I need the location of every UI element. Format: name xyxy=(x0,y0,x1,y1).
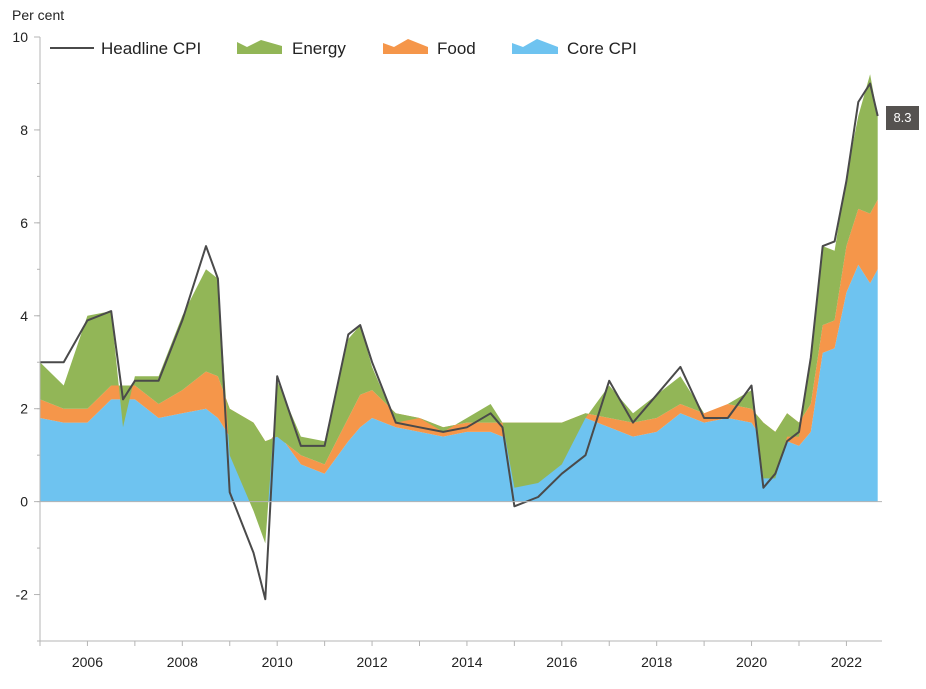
y-tick-label: 0 xyxy=(20,494,28,510)
x-tick-label: 2010 xyxy=(262,654,293,670)
y-tick-label: -2 xyxy=(16,587,29,603)
y-tick-label: 10 xyxy=(12,29,28,45)
axes: -2 0 2 4 6 8 10 2006 2008 2010 2012 2014 2016 2018 202… xyxy=(12,29,882,670)
y-tick-label: 6 xyxy=(20,215,28,231)
legend-label-food: Food xyxy=(437,39,476,58)
x-tick-label: 2008 xyxy=(167,654,198,670)
x-tick-label: 2020 xyxy=(736,654,767,670)
y-tick-label: 8 xyxy=(20,122,28,138)
legend-label-energy: Energy xyxy=(292,39,346,58)
x-tick-label: 2006 xyxy=(72,654,103,670)
x-tick-label: 2016 xyxy=(546,654,577,670)
x-tick-label: 2018 xyxy=(641,654,672,670)
y-tick-label: 4 xyxy=(20,308,28,324)
callout-box xyxy=(886,106,919,130)
y-tick-label: 2 xyxy=(20,401,28,417)
stacked-areas xyxy=(40,74,878,544)
headline-callout: 8.3 xyxy=(886,106,919,130)
headline-cpi-line xyxy=(40,82,879,601)
legend-swatch-food xyxy=(383,39,428,54)
legend-label-headline: Headline CPI xyxy=(101,39,201,58)
x-tick-label: 2014 xyxy=(451,654,482,670)
area-energy xyxy=(40,74,878,544)
y-axis-title: Per cent xyxy=(12,7,64,23)
x-tick-label: 2022 xyxy=(831,654,862,670)
headline-layer xyxy=(40,82,879,601)
legend-swatch-core xyxy=(512,39,558,54)
legend: Headline CPI Energy Food Core CPI xyxy=(50,39,637,58)
legend-swatch-energy xyxy=(237,40,282,54)
x-tick-label: 2012 xyxy=(356,654,387,670)
callout-value: 8.3 xyxy=(893,110,911,125)
legend-label-core: Core CPI xyxy=(567,39,637,58)
